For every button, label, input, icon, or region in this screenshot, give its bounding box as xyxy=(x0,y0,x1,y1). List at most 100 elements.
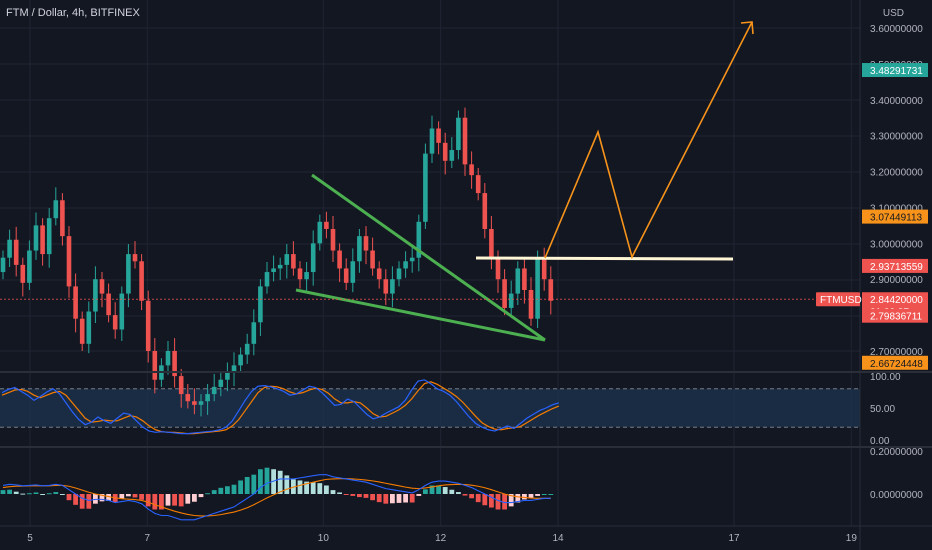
time-axis[interactable]: 57101214171921242628 xyxy=(27,533,932,544)
macd-hist-bar-58 xyxy=(383,494,389,504)
macd-hist-bar-4 xyxy=(27,493,32,495)
candle-body-34 xyxy=(225,372,230,380)
macd-hist-bar-57 xyxy=(376,494,382,503)
time-label-6: 19 xyxy=(846,533,858,544)
candle-body-9 xyxy=(60,200,65,237)
macd-hist-bar-13 xyxy=(86,494,92,509)
candle-body-17 xyxy=(112,315,118,330)
candle-body-45 xyxy=(297,268,303,280)
macd-hist-bar-23 xyxy=(152,494,158,510)
candle-body-47 xyxy=(310,243,316,273)
candle-body-33 xyxy=(218,379,224,387)
candle-body-18 xyxy=(119,293,125,330)
candle-body-49 xyxy=(324,221,329,229)
macd-hist-bar-36 xyxy=(238,480,243,494)
macd-hist-bar-28 xyxy=(185,494,191,504)
macd-hist-bar-12 xyxy=(79,494,85,509)
macd-hist-bar-83 xyxy=(548,494,554,495)
macd-hist-bar-68 xyxy=(449,489,455,494)
chart-title: FTM / Dollar, 4h, BITFINEX xyxy=(6,7,140,19)
candle-body-30 xyxy=(198,401,204,405)
price-tick-0: 3.60000000 xyxy=(870,24,923,35)
candle-body-79 xyxy=(522,268,527,290)
candle-body-10 xyxy=(66,236,72,287)
macd-hist-bar-3 xyxy=(20,493,26,495)
macd-hist-bar-5 xyxy=(33,492,39,494)
candle-body-53 xyxy=(350,261,356,283)
macd-hist-bar-21 xyxy=(139,494,144,500)
candle-body-62 xyxy=(409,257,415,262)
macd-pane xyxy=(0,467,554,521)
macd-hist-bar-80 xyxy=(528,494,534,499)
macd-hist-bar-22 xyxy=(145,494,151,507)
candle-body-28 xyxy=(185,394,191,402)
macd-hist-bar-2 xyxy=(13,491,19,494)
macd-hist-bar-81 xyxy=(535,494,540,496)
stoch-tick-1: 50.00 xyxy=(870,404,895,415)
macd-hist-bar-63 xyxy=(416,494,422,496)
candle-body-60 xyxy=(396,268,402,280)
macd-hist-bar-65 xyxy=(429,485,435,494)
macd-hist-bar-10 xyxy=(66,494,72,501)
candle-body-65 xyxy=(429,128,435,154)
macd-hist-bar-60 xyxy=(396,494,402,503)
price-tag-text-0: 3.48291731 xyxy=(870,66,923,77)
candle-body-19 xyxy=(126,254,131,294)
candle-body-72 xyxy=(475,175,481,194)
candle-body-82 xyxy=(541,257,547,280)
macd-hist-bar-76 xyxy=(502,494,507,510)
candle-body-78 xyxy=(515,268,521,294)
macd-hist-bar-82 xyxy=(541,494,547,495)
candle-body-61 xyxy=(403,261,408,269)
price-axis[interactable]: 3.600000003.500000003.400000003.30000000… xyxy=(870,24,923,501)
price-tick-6: 3.00000000 xyxy=(870,239,923,250)
macd-hist-bar-45 xyxy=(297,480,303,494)
candle-body-31 xyxy=(205,394,210,402)
candle-body-32 xyxy=(211,386,217,395)
macd-hist-bar-42 xyxy=(277,470,283,494)
currency-label: USD xyxy=(882,8,904,19)
candle-body-5 xyxy=(33,225,39,251)
candle-body-13 xyxy=(86,311,92,344)
macd-hist-bar-59 xyxy=(390,494,395,504)
macd-hist-bar-79 xyxy=(522,494,527,500)
macd-hist-bar-32 xyxy=(211,490,217,494)
macd-hist-bar-75 xyxy=(495,494,501,510)
macd-tick-0: 0.20000000 xyxy=(870,447,923,458)
price-tag-bg-1 xyxy=(862,209,928,224)
macd-hist-bar-30 xyxy=(198,494,204,498)
macd-hist-bar-7 xyxy=(46,493,52,495)
price-tick-3: 3.30000000 xyxy=(870,132,923,143)
candle-body-25 xyxy=(165,351,171,366)
candle-body-52 xyxy=(343,268,349,283)
candle-body-81 xyxy=(535,257,540,319)
stochastic-lines xyxy=(1,379,560,435)
price-candles xyxy=(0,107,554,417)
macd-hist-bar-26 xyxy=(172,494,177,506)
candle-body-57 xyxy=(376,268,382,280)
macd-line xyxy=(2,474,551,521)
candle-body-23 xyxy=(152,351,158,380)
macd-hist-bar-35 xyxy=(231,484,237,494)
projection-arrowhead xyxy=(740,21,754,35)
macd-hist-bar-62 xyxy=(409,494,415,503)
macd-hist-bar-19 xyxy=(126,494,131,497)
candle-body-69 xyxy=(456,117,461,151)
macd-hist-bar-61 xyxy=(403,494,408,503)
candle-body-36 xyxy=(238,354,243,366)
macd-hist-bar-71 xyxy=(469,494,474,499)
macd-hist-bar-37 xyxy=(244,476,250,494)
macd-hist-bar-70 xyxy=(462,494,468,496)
candle-body-42 xyxy=(277,264,283,269)
candle-body-4 xyxy=(27,250,32,283)
macd-hist-bar-1 xyxy=(7,489,12,494)
price-tag-text-4: 2.79836711 xyxy=(870,312,923,323)
candle-body-63 xyxy=(416,221,422,258)
macd-hist-bar-52 xyxy=(343,494,349,495)
price-tick-5: 3.10000000 xyxy=(870,203,923,214)
candle-body-70 xyxy=(462,117,468,165)
candle-body-22 xyxy=(145,300,151,351)
candle-body-29 xyxy=(192,401,197,405)
